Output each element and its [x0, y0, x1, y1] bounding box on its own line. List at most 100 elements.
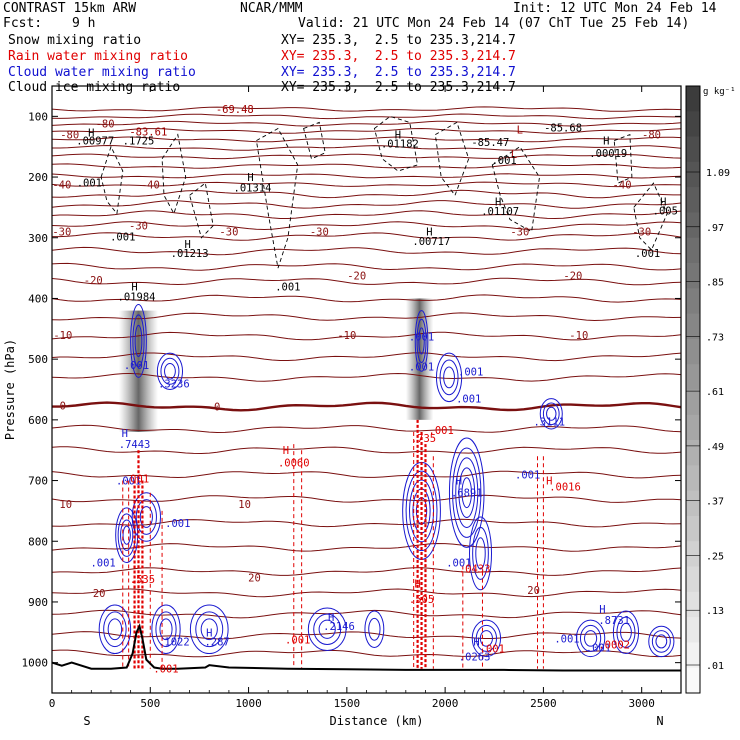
- isotherm: [51, 294, 682, 303]
- cloud-ice-contour: [161, 133, 187, 215]
- cloud-water-contour: [134, 324, 143, 358]
- colorbar-border: [685, 85, 701, 694]
- annotation-label: .01213: [171, 248, 209, 260]
- isotherm-label: -40: [613, 179, 632, 191]
- x-tick-label: 2000: [432, 697, 459, 710]
- cloud-water-contour: [439, 359, 459, 396]
- axes-layer: 0 500 1000 1500 2000 2500 30001002003004005006…: [3, 86, 681, 728]
- cloud-water-label: .6891: [451, 488, 483, 500]
- cloud-ice-contour: [633, 182, 668, 251]
- annotation-label: .001: [110, 232, 135, 244]
- rain-label: .0060: [278, 457, 310, 469]
- cloud-water-contour: [579, 624, 602, 652]
- cloud-water-contour: [160, 357, 180, 385]
- isotherm-label: -30: [310, 227, 329, 239]
- isotherm-label: -30: [632, 227, 651, 239]
- cloud-water-contour: [318, 619, 336, 639]
- field-name-cloud-water: Cloud water mixing ratio: [8, 65, 196, 80]
- x-tick-label: 2500: [530, 697, 557, 710]
- isotherm: [51, 542, 682, 552]
- y-tick-label: 300: [28, 232, 48, 245]
- field-name-rain: Rain water mixing ratio: [8, 49, 189, 64]
- cloud-water-contour: [135, 499, 157, 535]
- annotation-label: .01984: [118, 292, 156, 304]
- annotation-label: .00977: [76, 136, 114, 148]
- cloud-water-contour: [98, 604, 132, 655]
- cloud-water-label: .001: [165, 518, 190, 530]
- cloud-water-contour: [364, 610, 385, 648]
- cloud-water-label: .1022: [158, 636, 190, 648]
- isotherm: [51, 246, 682, 256]
- rain-label: .001: [124, 474, 149, 486]
- cloud-water-contour: [542, 402, 560, 426]
- isotherm-label: -20: [347, 270, 366, 282]
- cloud-water-contour: [584, 630, 598, 647]
- valid-time: Valid: 21 UTC Mon 24 Feb 14 (07 ChT Tue …: [298, 16, 690, 31]
- isotherm: [51, 181, 682, 188]
- cloud-water-contour: [313, 613, 342, 645]
- cloud-ice-contour: [189, 182, 214, 239]
- cloud-water-label: .001: [458, 366, 483, 378]
- colorbar-swatch: [686, 617, 700, 643]
- cloud-water-contour: [156, 352, 184, 391]
- rain-label: .001: [429, 425, 454, 437]
- cloud-water-contour: [475, 624, 498, 652]
- cloud-water-label: .8731: [598, 615, 630, 627]
- cloud-ice-contour: [303, 121, 326, 160]
- cloud-water-label: .287: [204, 636, 229, 648]
- cloud-water-contour: [412, 488, 431, 534]
- isotherm-label: -80: [96, 119, 115, 131]
- isotherm: [51, 649, 682, 658]
- colorbar-label: .85: [706, 278, 724, 289]
- colorbar-swatch: [686, 414, 700, 441]
- x-tick-label: 1500: [334, 697, 361, 710]
- colorbar-swatch: [686, 364, 700, 390]
- isotherm-label: -10: [53, 330, 72, 342]
- rain-label: .535: [130, 574, 155, 586]
- colorbar-swatch: [686, 187, 700, 213]
- isotherm: [51, 200, 682, 209]
- cloud-water-label: .001: [446, 557, 471, 569]
- fcst-value: 9 h: [72, 16, 96, 31]
- cloud-water-label: .001: [515, 469, 540, 481]
- model-title: CONTRAST 15km ARW: [3, 1, 137, 16]
- isotherm-label: -20: [563, 270, 582, 282]
- isotherm-label: -40: [52, 179, 71, 191]
- cloud-water-contour: [655, 634, 668, 649]
- rain-label: .735: [411, 433, 436, 445]
- annotation-label: .01107: [481, 206, 519, 218]
- colorbar-swatch: [686, 86, 700, 112]
- rain-label: .505: [409, 594, 434, 606]
- colorbar-swatch: [686, 161, 700, 188]
- isotherm: [51, 588, 682, 598]
- y-tick-label: 900: [28, 596, 48, 609]
- x-tick-label: 0: [49, 697, 56, 710]
- colorbar-label: 1.09: [706, 168, 730, 179]
- cloud-water-contour: [189, 604, 229, 655]
- cloud-water-contour: [418, 327, 425, 355]
- isotherm-label: -10: [337, 330, 356, 342]
- isotherm-label: -40: [141, 179, 160, 191]
- colorbar-swatch: [686, 490, 700, 517]
- y-tick-label: 700: [28, 475, 48, 488]
- isotherm-label: 0: [60, 400, 66, 412]
- isotherm: [51, 352, 682, 362]
- colorbar-swatch: [686, 515, 700, 542]
- field-xy-snow: XY= 235.3, 2.5 to 235.3,214.7: [281, 33, 516, 48]
- cloud-water-contour-layer: [98, 304, 675, 658]
- cloud-water-contour: [475, 537, 486, 570]
- surface-layer: [51, 623, 681, 672]
- cloud-water-label: .001: [409, 361, 434, 373]
- annotation-label: .01314: [234, 182, 272, 194]
- y-tick-label: 100: [28, 110, 48, 123]
- annotation-label: .00717: [412, 236, 450, 248]
- cloud-water-contour: [151, 604, 181, 655]
- cloud-water-contour: [130, 304, 147, 378]
- isotherm-label: -10: [569, 330, 588, 342]
- colorbar-swatch: [686, 667, 700, 694]
- chart-header: CONTRAST 15km ARW NCAR/MMM Init: 12 UTC …: [0, 0, 740, 96]
- isotherm: [51, 567, 682, 576]
- isotherm: [51, 127, 682, 134]
- cloud-water-contour: [452, 447, 482, 538]
- cloud-water-contour: [122, 525, 131, 545]
